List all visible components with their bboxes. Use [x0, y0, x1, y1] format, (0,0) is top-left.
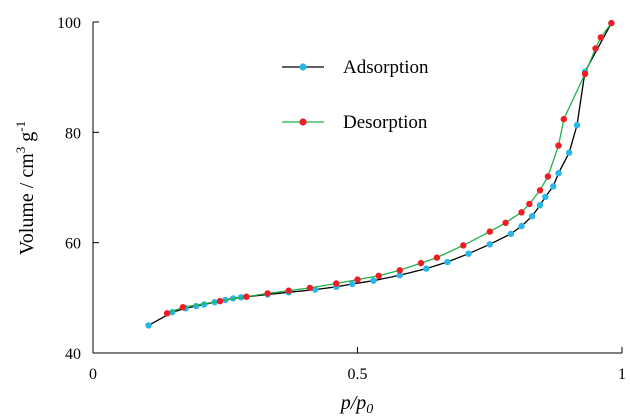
legend-item-adsorption: Adsorption: [282, 57, 429, 78]
adsorption-point: [555, 170, 562, 177]
x-tick-label: 0.5: [348, 366, 368, 383]
y-axis-title: Volume / cm3 g-1: [13, 121, 38, 255]
adsorption-point: [444, 258, 451, 266]
legend-item-desorption: Desorption: [282, 112, 428, 133]
adsorption-point: [528, 213, 536, 220]
legend-marker-desorption: [299, 118, 307, 126]
desorption-point: [375, 272, 382, 279]
adsorption-point: [573, 122, 581, 129]
desorption-point: [502, 219, 509, 226]
adsorption-point: [465, 250, 472, 257]
desorption-point: [608, 19, 615, 27]
desorption-point: [417, 259, 425, 267]
desorption-point: [486, 228, 493, 235]
desorption-point: [179, 304, 187, 311]
series-desorption: [163, 19, 615, 317]
desorption-point: [592, 45, 599, 52]
desorption-point: [581, 70, 589, 78]
adsorption-point: [396, 272, 403, 279]
x-axis-title: p/p0: [339, 392, 374, 417]
adsorption-point: [550, 183, 557, 190]
x-tick-label: 0: [89, 366, 97, 383]
y-tick-label: 100: [57, 15, 81, 32]
desorption-point: [285, 287, 292, 294]
adsorption-point: [193, 302, 200, 310]
y-tick-label: 80: [65, 125, 81, 142]
legend-label-adsorption: Adsorption: [343, 57, 429, 78]
desorption-point: [306, 284, 314, 292]
desorption-point: [597, 34, 604, 41]
adsorption-point: [145, 322, 152, 329]
desorption-point: [396, 267, 403, 274]
desorption-point: [354, 276, 361, 283]
desorption-point: [433, 254, 441, 261]
adsorption-point: [312, 286, 319, 293]
ticks: 40 60 80 100 0 0.5 1: [57, 15, 626, 383]
desorption-line: [166, 22, 612, 314]
adsorption-point: [423, 265, 430, 272]
x-tick-label: 1: [618, 366, 626, 383]
adsorption-point: [349, 280, 356, 288]
y-tick-label: 40: [65, 346, 81, 363]
legend-marker-adsorption: [299, 63, 307, 71]
adsorption-point: [565, 149, 573, 156]
desorption-point: [333, 280, 340, 287]
desorption-point: [544, 173, 552, 180]
desorption-point: [560, 115, 567, 123]
desorption-point: [460, 242, 467, 249]
desorption-point: [216, 297, 224, 305]
desorption-point: [526, 200, 533, 208]
desorption-point: [264, 290, 271, 297]
legend-label-desorption: Desorption: [343, 112, 428, 133]
y-tick-label: 60: [65, 236, 81, 253]
desorption-point: [518, 209, 525, 216]
desorption-point: [243, 293, 250, 300]
adsorption-point: [542, 193, 549, 201]
series-layer: [145, 19, 615, 329]
adsorption-point: [518, 222, 525, 230]
adsorption-point: [370, 277, 377, 284]
legend: Adsorption Desorption: [282, 57, 429, 133]
adsorption-point: [507, 230, 515, 237]
desorption-point: [555, 142, 562, 149]
adsorption-point: [486, 241, 493, 248]
desorption-point: [163, 310, 171, 317]
adsorption-point: [536, 202, 544, 209]
desorption-point: [536, 187, 544, 194]
